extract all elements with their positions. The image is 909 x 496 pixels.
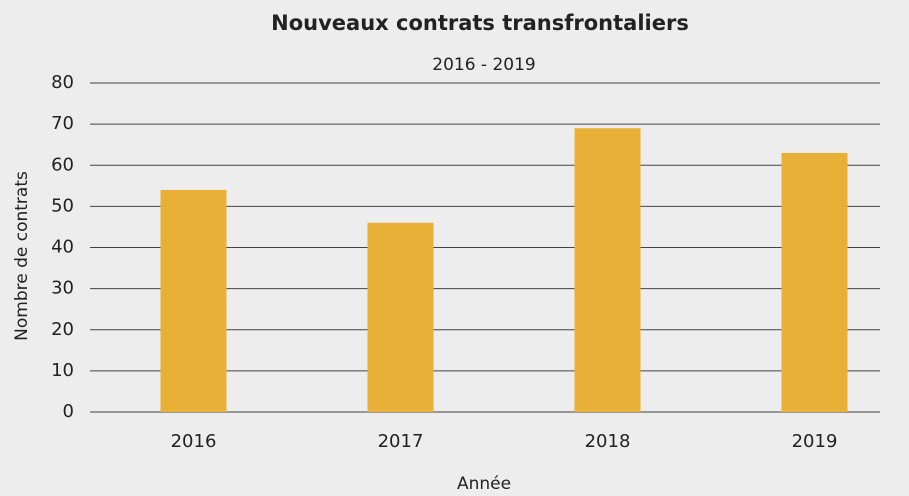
bar — [367, 222, 434, 412]
y-tick-label: 20 — [51, 319, 74, 340]
bar — [781, 152, 848, 412]
y-tick-label: 80 — [51, 72, 74, 93]
y-tick-label: 60 — [51, 154, 74, 175]
y-axis-label: Nombre de contrats — [12, 171, 32, 341]
bar — [160, 189, 227, 412]
y-tick-label: 0 — [63, 401, 74, 422]
y-tick-label: 40 — [51, 237, 74, 258]
chart-subtitle: 2016 - 2019 — [432, 55, 535, 75]
x-tick-label: 2017 — [378, 431, 424, 452]
x-tick-label: 2018 — [585, 431, 631, 452]
y-tick-label: 70 — [51, 113, 74, 134]
bar — [574, 128, 641, 413]
y-tick-label: 50 — [51, 195, 74, 216]
x-axis-label: Année — [457, 474, 511, 494]
x-tick-label: 2019 — [792, 431, 838, 452]
y-tick-label: 30 — [51, 278, 74, 299]
y-tick-label: 10 — [51, 360, 74, 381]
x-tick-label: 2016 — [171, 431, 217, 452]
chart-title: Nouveaux contrats transfrontaliers — [271, 11, 689, 35]
